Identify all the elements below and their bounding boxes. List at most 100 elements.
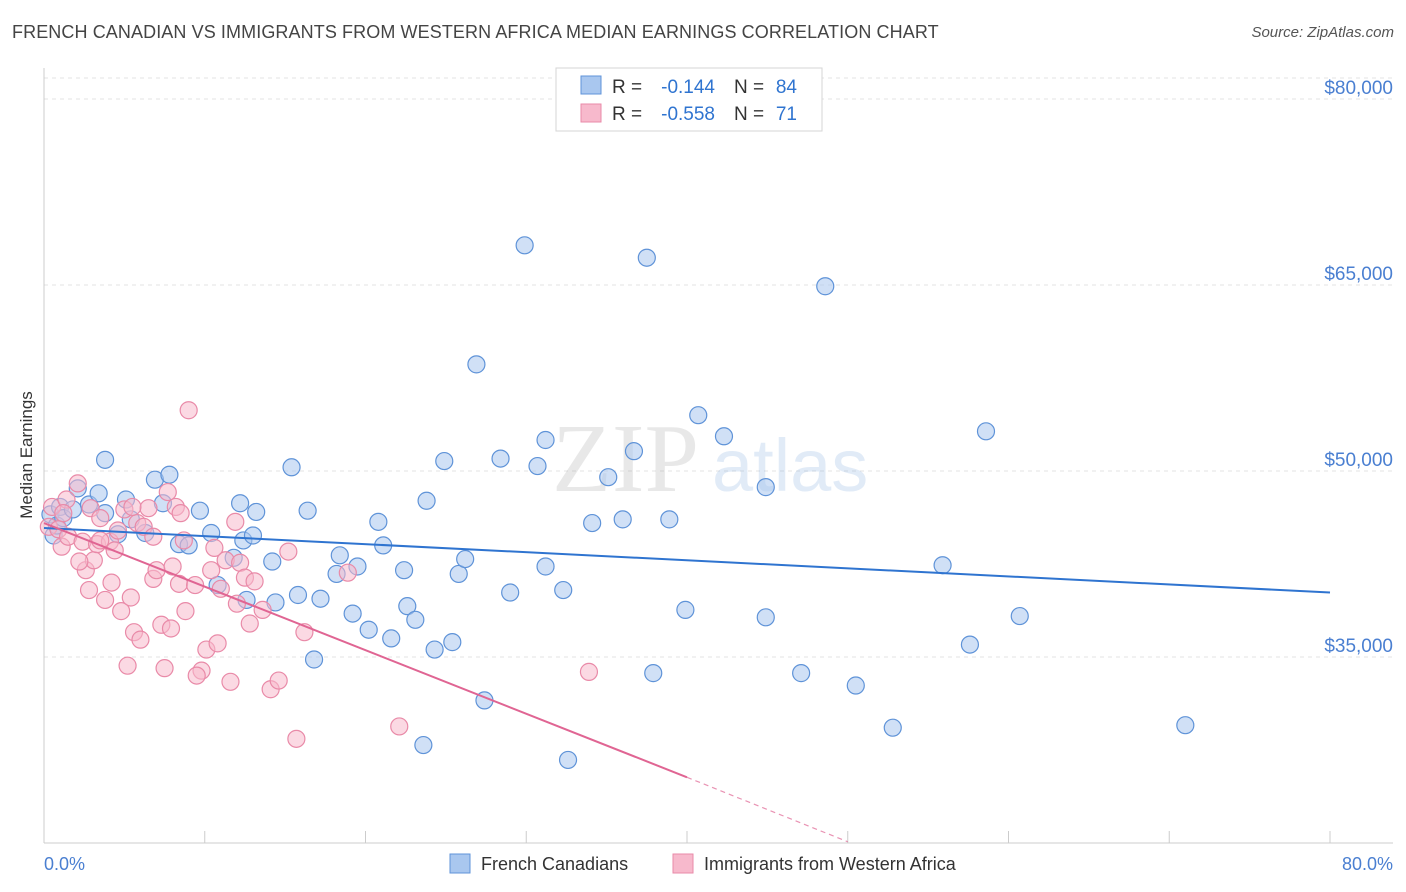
stats-r-value-pink: -0.558: [661, 104, 715, 125]
point-french-canadians: [792, 664, 811, 683]
point-western-africa: [221, 672, 240, 691]
point-french-canadians: [311, 589, 330, 608]
point-french-canadians: [288, 585, 308, 605]
y-axis-label: Median Earnings: [17, 391, 36, 519]
point-western-africa: [176, 602, 195, 621]
point-french-canadians: [883, 718, 902, 737]
point-french-canadians: [190, 501, 210, 520]
series-western-africa-points: [39, 401, 599, 748]
point-western-africa: [171, 504, 190, 523]
trend-line-western-africa-extension: [686, 776, 848, 843]
point-french-canadians: [202, 523, 221, 543]
point-western-africa: [68, 474, 87, 493]
point-western-africa: [390, 717, 409, 736]
point-french-canadians: [637, 248, 656, 267]
watermark-atlas: atlas: [712, 424, 868, 507]
point-western-africa: [54, 504, 73, 523]
point-french-canadians: [406, 610, 425, 629]
point-western-africa: [269, 671, 288, 690]
point-french-canadians: [583, 513, 602, 533]
point-western-africa: [139, 499, 158, 518]
point-western-africa: [131, 630, 150, 649]
legend-label-french-canadians: French Canadians: [481, 854, 628, 874]
stats-r-label-pink: R =: [612, 104, 642, 125]
trend-line-french-canadians: [43, 527, 1331, 594]
point-french-canadians: [382, 629, 401, 648]
point-western-africa: [95, 590, 115, 610]
stats-n-value-blue: 84: [776, 77, 798, 98]
y-tick-label: $35,000: [1324, 636, 1393, 657]
point-western-africa: [205, 538, 224, 557]
point-french-canadians: [282, 458, 301, 477]
point-french-canadians: [756, 478, 775, 497]
point-french-canadians: [846, 676, 865, 695]
point-western-africa: [118, 656, 137, 675]
point-french-canadians: [624, 442, 644, 461]
point-french-canadians: [501, 583, 520, 602]
legend-swatch-french-canadians: [449, 853, 471, 874]
point-western-africa: [187, 666, 206, 685]
point-french-canadians: [435, 451, 454, 471]
point-french-canadians: [425, 640, 444, 659]
stats-n-label-blue: N =: [734, 77, 764, 98]
point-western-africa: [79, 580, 99, 600]
point-french-canadians: [960, 635, 980, 654]
watermark: ZIP atlas: [552, 405, 868, 513]
point-french-canadians: [443, 633, 462, 652]
point-french-canadians: [536, 430, 555, 450]
point-western-africa: [112, 602, 131, 621]
point-french-canadians: [714, 427, 734, 446]
watermark-zip: ZIP: [552, 405, 699, 513]
point-western-africa: [161, 619, 181, 638]
point-western-africa: [338, 563, 357, 582]
point-french-canadians: [417, 491, 436, 510]
x-axis-ticks: [43, 831, 1331, 843]
source-label: Source: ZipAtlas.com: [1251, 24, 1394, 41]
point-french-canadians: [247, 502, 266, 522]
point-french-canadians: [394, 561, 414, 580]
point-french-canadians: [558, 750, 578, 770]
x-tick-label-min: 0.0%: [44, 854, 85, 874]
point-western-africa: [158, 482, 177, 502]
point-french-canadians: [689, 406, 708, 425]
legend-swatch-western-africa: [672, 853, 694, 874]
point-french-canadians: [398, 597, 417, 616]
point-western-africa: [279, 542, 298, 561]
point-french-canadians: [467, 355, 486, 374]
point-french-canadians: [599, 468, 618, 487]
point-western-africa: [70, 552, 89, 571]
y-tick-label: $80,000: [1324, 78, 1393, 99]
point-french-canadians: [456, 549, 475, 569]
point-western-africa: [123, 497, 142, 517]
point-french-canadians: [359, 620, 378, 639]
bottom-legend: French Canadians Immigrants from Western…: [449, 853, 957, 874]
point-french-canadians: [343, 604, 362, 623]
point-western-africa: [245, 572, 264, 591]
point-french-canadians: [528, 456, 547, 476]
point-french-canadians: [369, 512, 388, 531]
y-tick-label: $65,000: [1324, 264, 1393, 285]
point-french-canadians: [644, 664, 663, 683]
stats-legend: R = -0.144 N = 84 R = -0.558 N = 71: [555, 67, 823, 132]
point-french-canadians: [330, 546, 349, 565]
point-french-canadians: [298, 501, 317, 520]
point-french-canadians: [756, 608, 775, 627]
point-french-canadians: [660, 510, 679, 529]
legend-label-western-africa: Immigrants from Western Africa: [704, 854, 957, 874]
point-western-africa: [102, 573, 121, 592]
stats-n-label-pink: N =: [734, 104, 764, 125]
stats-n-value-pink: 71: [776, 104, 797, 125]
trend-line-western-africa: [43, 522, 688, 779]
point-french-canadians: [304, 650, 324, 669]
point-western-africa: [202, 561, 221, 580]
point-western-africa: [287, 729, 306, 748]
point-western-africa: [121, 588, 140, 607]
stats-r-label-blue: R =: [612, 77, 642, 98]
point-french-canadians: [676, 600, 695, 619]
point-french-canadians: [243, 526, 263, 545]
point-french-canadians: [613, 510, 632, 529]
point-french-canadians: [1010, 606, 1029, 626]
point-french-canadians: [491, 449, 510, 468]
point-western-africa: [91, 509, 110, 528]
